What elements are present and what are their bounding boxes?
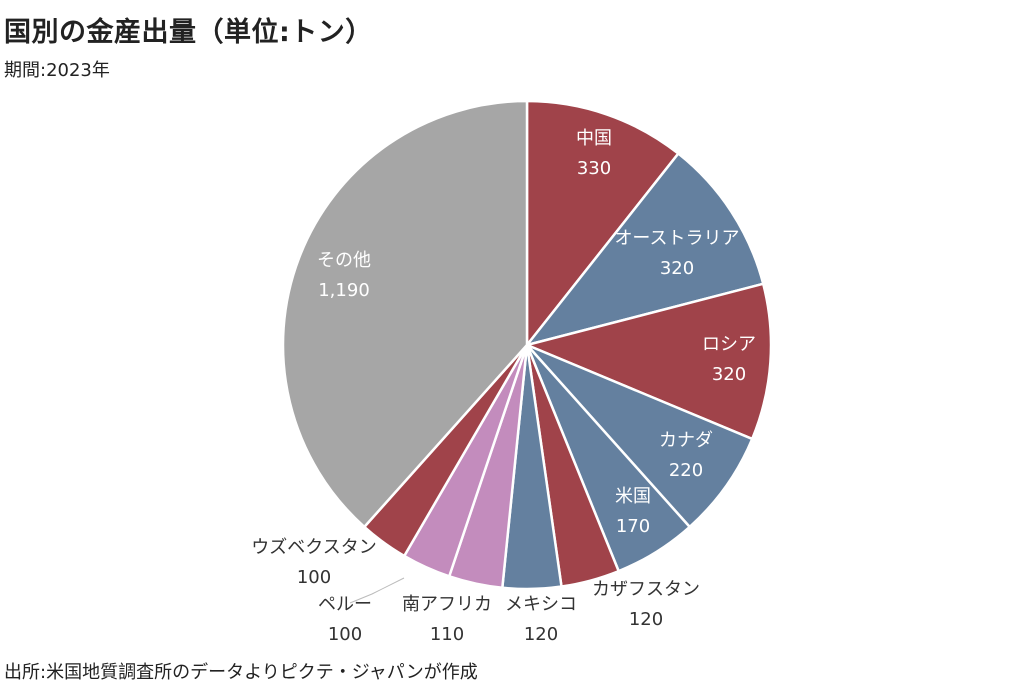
slice-value-label: 330 <box>577 158 611 179</box>
slice-value-label: 120 <box>524 624 558 645</box>
slice-value-label: 110 <box>430 624 464 645</box>
pie-chart: 中国 330 オーストラリア 320 ロシア 320 カナダ 220 米国 170 カザフスタン 12… <box>251 99 773 645</box>
slice-name-label: カザフスタン <box>592 579 700 600</box>
slice-name-label: 米国 <box>615 486 651 507</box>
slice-value-label: 100 <box>328 624 362 645</box>
slice-name-label: ウズベクスタン <box>251 537 376 558</box>
chart-subtitle: 期間:2023年 <box>4 60 110 81</box>
pie-slice <box>525 343 754 529</box>
slice-name-label: 南アフリカ <box>402 594 492 615</box>
pie-slice <box>525 282 773 441</box>
slice-value-label: 1,190 <box>318 280 370 301</box>
slice-value-label: 320 <box>660 258 694 279</box>
pie-slice <box>525 99 680 347</box>
pie-slice <box>525 152 765 347</box>
slice-name-label: その他 <box>317 250 371 271</box>
slice-name-label: 中国 <box>576 128 612 149</box>
slice-value-label: 320 <box>712 364 746 385</box>
leader-line <box>349 577 405 604</box>
slice-value-label: 120 <box>629 609 663 630</box>
slice-name-label: カナダ <box>659 430 713 451</box>
pie-slice <box>281 99 529 529</box>
slice-name-label: オーストラリア <box>614 228 739 249</box>
slice-name-label: ペルー <box>318 594 372 615</box>
slice-name-label: ロシア <box>702 334 756 355</box>
chart-title: 国別の金産出量（単位:トン） <box>4 17 373 48</box>
slice-value-label: 100 <box>297 567 331 588</box>
slice-value-label: 220 <box>669 460 703 481</box>
source-note: 出所:米国地質調査所のデータよりピクテ・ジャパンが作成 <box>4 662 478 683</box>
slice-name-label: メキシコ <box>505 594 577 615</box>
slice-value-label: 170 <box>616 516 650 537</box>
